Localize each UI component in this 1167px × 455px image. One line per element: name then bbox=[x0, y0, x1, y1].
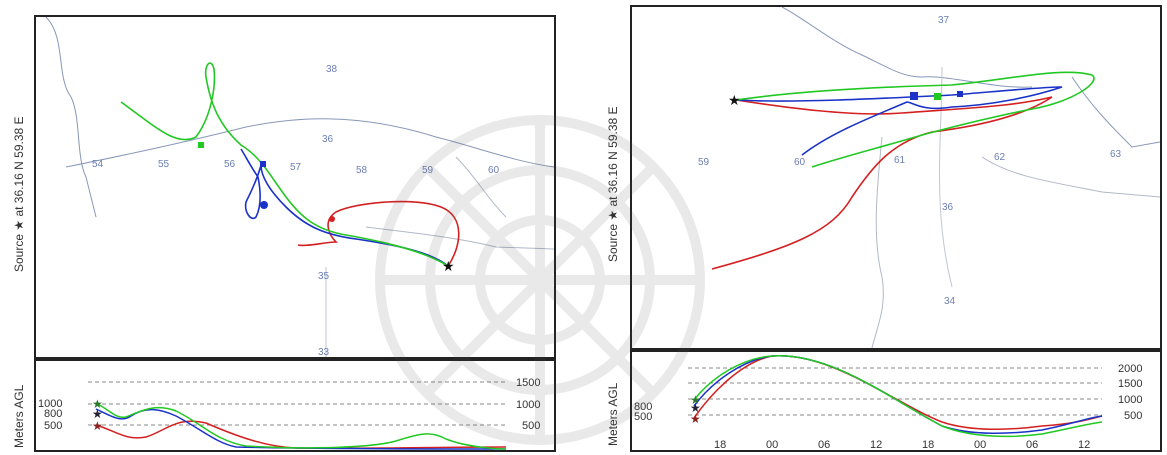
x-tick-label: 06 bbox=[818, 439, 830, 450]
right-marker bbox=[957, 91, 963, 97]
left-grid-numbers: 54 55 56 57 58 59 60 38 36 35 33 bbox=[92, 64, 500, 358]
left-map-border bbox=[455, 156, 507, 218]
right-trajectory-green bbox=[735, 71, 1095, 168]
left-grid-number: 58 bbox=[356, 165, 368, 176]
x-tick-label: 00 bbox=[974, 439, 986, 450]
left-height-plot: 1500 1000 500 1000 800 500 ★ ★ ★ bbox=[38, 377, 540, 450]
start-height-label: 800 bbox=[634, 401, 652, 413]
source-star-icon: ★ bbox=[442, 258, 455, 274]
right-map-border bbox=[939, 66, 953, 288]
start-height-label: 800 bbox=[44, 408, 62, 420]
left-map-border bbox=[45, 16, 97, 218]
right-source-label: Source ★ at 36.16 N 59.38 E bbox=[606, 106, 620, 262]
right-grid-number: 62 bbox=[994, 152, 1006, 163]
x-tick-label: 18 bbox=[714, 439, 726, 450]
left-marker bbox=[260, 161, 266, 167]
right-markers: ★ bbox=[728, 91, 963, 108]
height-level-label: 1000 bbox=[1118, 394, 1142, 406]
right-trajectory-red bbox=[711, 96, 1053, 270]
left-grid-number: 60 bbox=[488, 165, 500, 176]
left-height-green bbox=[95, 402, 507, 450]
left-grid-number: 57 bbox=[290, 162, 302, 173]
left-map-frame: 54 55 56 57 58 59 60 38 36 35 33 bbox=[34, 15, 556, 359]
x-tick-label: 12 bbox=[870, 439, 882, 450]
right-grid-number: 60 bbox=[794, 157, 806, 168]
right-map-border bbox=[981, 156, 1161, 198]
source-star-icon: ★ bbox=[690, 401, 701, 415]
right-trajectory-panel: Source ★ at 36.16 N 59.38 E Meters AGL 5… bbox=[596, 0, 1167, 452]
right-grid-number: 34 bbox=[944, 296, 956, 307]
left-map-border bbox=[65, 118, 555, 168]
left-grid-number: 35 bbox=[318, 271, 330, 282]
left-marker bbox=[198, 142, 204, 148]
source-star-icon: ★ bbox=[92, 407, 103, 421]
right-map-border bbox=[871, 136, 884, 349]
right-map-frame: 59 60 61 62 63 37 36 34 ★ bbox=[630, 5, 1162, 350]
right-marker bbox=[934, 93, 941, 100]
start-height-label: 500 bbox=[634, 411, 652, 423]
start-height-label: 1000 bbox=[38, 398, 62, 410]
left-grid-number: 33 bbox=[318, 347, 330, 357]
right-grid-number: 37 bbox=[938, 15, 950, 26]
height-level-label: 2000 bbox=[1118, 363, 1142, 375]
right-height-axis-label: Meters AGL bbox=[606, 382, 620, 446]
height-level-label: 500 bbox=[522, 420, 540, 432]
source-star-icon: ★ bbox=[92, 397, 103, 411]
right-map-border bbox=[1071, 76, 1161, 148]
right-height-frame: 2000 1500 1000 500 800 500 ★ ★ ★ 18 00 0… bbox=[630, 350, 1162, 452]
left-grid-number: 55 bbox=[158, 159, 170, 170]
x-tick-label: 18 bbox=[922, 439, 934, 450]
right-marker bbox=[910, 92, 918, 100]
source-star-icon: ★ bbox=[92, 419, 103, 433]
right-height-red bbox=[693, 355, 1103, 431]
source-star-icon: ★ bbox=[690, 393, 701, 407]
left-height-axis-label: Meters AGL bbox=[12, 384, 26, 448]
left-marker bbox=[329, 216, 335, 222]
right-map-plot: 59 60 61 62 63 37 36 34 ★ bbox=[698, 6, 1161, 349]
left-grid-number: 59 bbox=[422, 165, 434, 176]
left-markers: ★ bbox=[198, 142, 455, 274]
right-x-ticks: 18 00 06 12 18 00 06 12 bbox=[714, 439, 1090, 451]
left-height-red bbox=[95, 420, 507, 450]
left-height-frame: 1500 1000 500 1000 800 500 ★ ★ ★ bbox=[34, 359, 556, 452]
left-grid-number: 56 bbox=[224, 159, 236, 170]
left-source-label: Source ★ at 36.16 N 59.38 E bbox=[12, 116, 26, 272]
height-level-label: 1500 bbox=[516, 377, 540, 389]
left-marker bbox=[260, 201, 268, 209]
right-height-plot: 2000 1500 1000 500 800 500 ★ ★ ★ 18 00 0… bbox=[634, 355, 1142, 451]
x-tick-label: 00 bbox=[766, 439, 778, 450]
right-grid-number: 36 bbox=[942, 202, 954, 213]
left-trajectory-blue bbox=[240, 148, 449, 267]
left-grid-number: 54 bbox=[92, 159, 104, 170]
height-level-label: 500 bbox=[1124, 410, 1142, 422]
x-tick-label: 12 bbox=[1078, 439, 1090, 450]
source-star-icon: ★ bbox=[728, 92, 741, 108]
left-height-blue bbox=[95, 408, 507, 450]
right-trajectory-blue bbox=[735, 86, 1063, 156]
right-height-green bbox=[693, 355, 1103, 438]
x-tick-label: 06 bbox=[1026, 439, 1038, 450]
left-grid-number: 38 bbox=[326, 64, 338, 75]
right-grid-numbers: 59 60 61 62 63 37 36 34 bbox=[698, 15, 1122, 307]
right-grid-number: 61 bbox=[894, 155, 906, 166]
left-map-plot: 54 55 56 57 58 59 60 38 36 35 33 bbox=[45, 16, 555, 358]
right-grid-number: 59 bbox=[698, 157, 710, 168]
left-grid-number: 36 bbox=[322, 134, 334, 145]
left-trajectory-green bbox=[120, 62, 449, 267]
right-grid-number: 63 bbox=[1110, 149, 1122, 160]
right-map-border bbox=[781, 6, 1033, 88]
left-trajectory-red bbox=[297, 200, 460, 267]
start-height-label: 500 bbox=[44, 420, 62, 432]
source-star-icon: ★ bbox=[690, 412, 701, 426]
left-map-border bbox=[365, 226, 555, 250]
height-level-label: 1000 bbox=[516, 399, 540, 411]
left-trajectory-panel: Source ★ at 36.16 N 59.38 E Meters AGL 5… bbox=[0, 0, 565, 452]
height-level-label: 1500 bbox=[1118, 378, 1142, 390]
right-height-blue bbox=[693, 355, 1103, 435]
